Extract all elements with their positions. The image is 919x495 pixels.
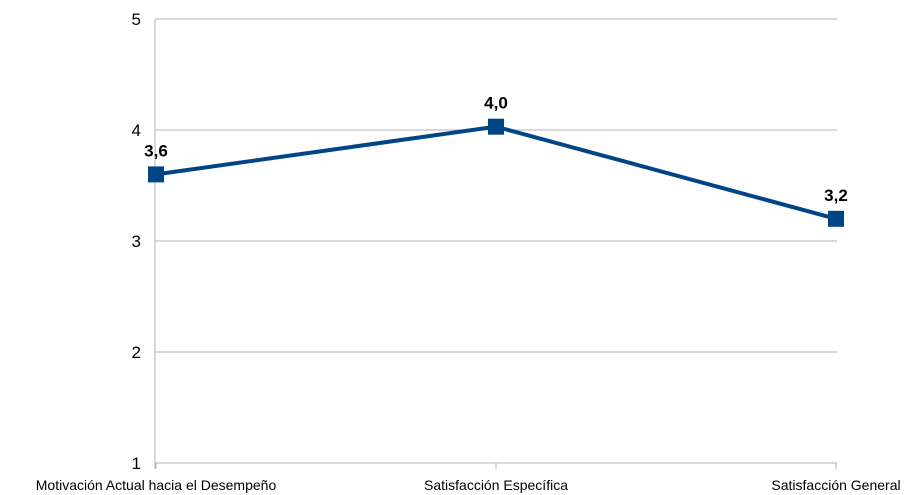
series-line <box>155 124 837 221</box>
x-category-label: Motivación Actual hacia el Desempeño <box>36 477 277 493</box>
x-category-label: Satisfacción Específica <box>424 477 568 493</box>
gridlines <box>154 18 837 469</box>
series-group <box>148 118 844 227</box>
data-label: 3,2 <box>824 186 848 205</box>
data-label: 3,6 <box>144 141 168 160</box>
data-labels: 3,6 4,0 3,2 <box>144 94 848 205</box>
y-tick-label: 1 <box>132 454 141 473</box>
x-category-label: Satisfacción General <box>771 477 900 493</box>
data-point-marker <box>148 166 164 183</box>
y-tick-label: 3 <box>132 232 141 251</box>
y-axis-tick-labels: 1 2 3 4 5 <box>132 10 141 473</box>
y-tick-label: 4 <box>132 121 141 140</box>
y-tick-label: 5 <box>132 10 141 29</box>
data-point-marker <box>828 210 844 227</box>
x-axis-category-labels: Motivación Actual hacia el Desempeño Sati… <box>36 477 901 493</box>
y-tick-label: 2 <box>132 343 141 362</box>
data-point-marker <box>488 118 504 135</box>
data-label: 4,0 <box>484 94 508 113</box>
